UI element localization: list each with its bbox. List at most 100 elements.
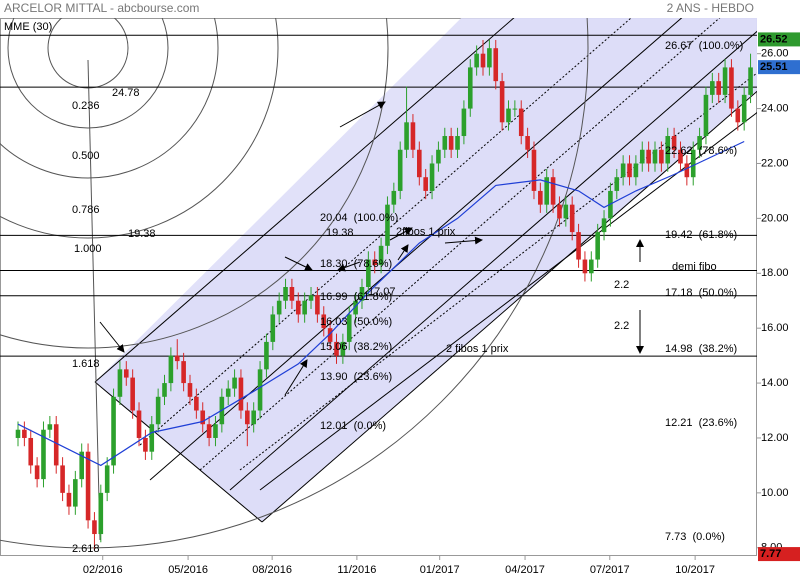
candle-body [334, 341, 339, 356]
candle-body [601, 218, 607, 233]
candle-body [130, 377, 135, 411]
candle-body [512, 108, 518, 110]
candle-body [85, 451, 91, 521]
annotation: demi fibo [672, 261, 717, 273]
y-tick-label: 26.00 [761, 48, 789, 60]
candle-body [66, 492, 72, 507]
candle-body [467, 67, 473, 109]
candle-body [60, 465, 65, 493]
candle-body [385, 204, 390, 246]
candle-body [15, 429, 21, 438]
candle-body [748, 67, 753, 95]
channel-line [259, 112, 757, 491]
candle-body [690, 149, 696, 178]
candle-body [423, 177, 428, 191]
candle-body [493, 48, 499, 82]
candle-body [499, 81, 505, 123]
annotation: 15.06 (38.2%) [320, 341, 392, 353]
candle-body [614, 177, 620, 191]
candle-body [168, 355, 174, 384]
candle-body [174, 355, 180, 362]
x-tick-label: 10/2017 [675, 564, 715, 576]
candle-body [245, 410, 250, 425]
price-badge [758, 60, 800, 75]
candle-body [295, 300, 301, 315]
candle-body [404, 122, 409, 150]
candle-body [442, 136, 448, 150]
candle-body [582, 259, 588, 274]
candle-body [678, 149, 683, 164]
candle-body [111, 396, 116, 466]
x-tick-label: 04/2017 [505, 564, 545, 576]
candle-body [487, 48, 492, 68]
annotation: 22.62 (78.6%) [665, 145, 737, 157]
candle-body [589, 259, 594, 274]
candle-body [340, 341, 346, 356]
candle-body [633, 163, 639, 178]
annotation: 2 fibos 1 prix [446, 343, 509, 355]
annotation: 0.500 [72, 150, 100, 162]
channel-line [229, 30, 757, 491]
candle-body [232, 377, 237, 389]
candle-body [710, 81, 715, 95]
fib-arcs [0, 18, 589, 549]
candle-body [283, 287, 288, 301]
candle-body [136, 410, 142, 438]
candle-body [506, 108, 511, 123]
y-tick-label: 10.00 [761, 487, 789, 499]
candle-body [359, 287, 365, 301]
annotation: 1.000 [74, 243, 102, 255]
candle-body [149, 424, 155, 452]
x-tick-label: 11/2016 [337, 564, 376, 576]
indicator-label: MME (30) [4, 21, 52, 33]
candle-body [550, 177, 556, 205]
channel-line [139, 18, 632, 446]
candle-body [353, 300, 358, 315]
candle-body [143, 437, 148, 452]
annotation: 2.2 [614, 320, 629, 332]
annotation: 0.236 [72, 100, 100, 112]
candle-body [665, 136, 671, 164]
price-badge-label: 7.77 [760, 548, 781, 560]
annotation: 2fibos 1 prix [396, 226, 456, 238]
candle-body [123, 369, 129, 378]
price-badge [758, 32, 800, 47]
candle-body [538, 190, 543, 205]
candle-body [34, 465, 40, 480]
candle-body [289, 287, 295, 301]
candle-body [397, 149, 403, 191]
candle-body [257, 369, 263, 411]
candle-body [576, 232, 581, 260]
chart-title: ARCELOR MITTAL - abcbourse.com [4, 1, 199, 15]
candle-body [104, 465, 110, 493]
candle-body [729, 67, 734, 109]
chart-subtitle: 2 ANS - HEBDO [667, 1, 754, 15]
candle-body [98, 492, 104, 535]
plot-area [0, 34, 757, 551]
annotation: 26.67 (100.0%) [665, 40, 743, 52]
annotation: 12.21 (23.6%) [665, 417, 737, 429]
candle-body [213, 424, 218, 438]
candle-body [646, 149, 651, 164]
price-badge-label: 26.52 [760, 33, 788, 45]
candle-body [378, 245, 384, 266]
candle-body [563, 204, 569, 219]
x-tick-label: 08/2016 [252, 564, 292, 576]
candle-body [735, 108, 741, 123]
candle-body [518, 108, 524, 137]
candle-body [206, 424, 212, 438]
y-tick-label: 12.00 [761, 432, 789, 444]
candle-body [417, 149, 422, 178]
annotation: 1.618 [72, 358, 100, 370]
candle-body [391, 190, 397, 205]
candle-body [194, 396, 199, 411]
annotation: 2.2 [614, 279, 629, 291]
candle-body [53, 424, 59, 466]
candle-body [276, 300, 282, 315]
y-tick-label: 20.00 [761, 212, 789, 224]
candle-body [448, 136, 454, 150]
candle-body [659, 149, 664, 164]
annotation: 14.98 (38.2%) [665, 343, 737, 355]
candle-body [28, 437, 34, 466]
candle-body [73, 479, 78, 507]
